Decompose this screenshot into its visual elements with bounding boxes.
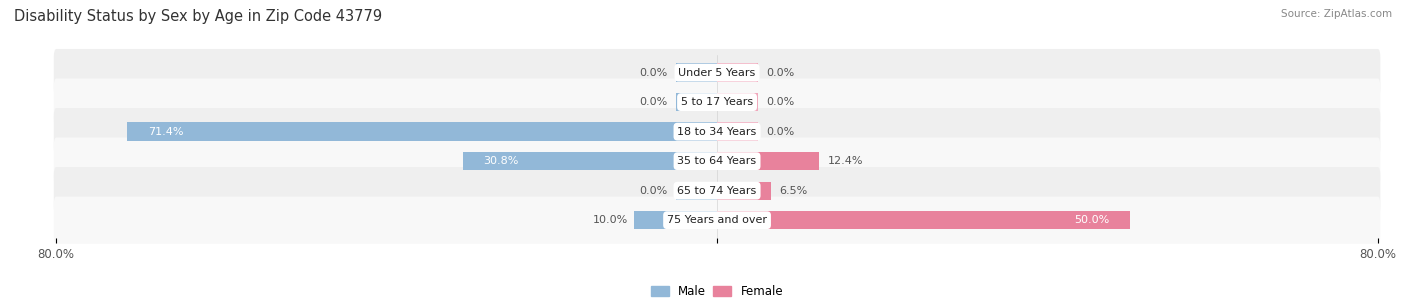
Bar: [676, 93, 717, 111]
FancyBboxPatch shape: [53, 108, 1381, 155]
Bar: [717, 181, 770, 200]
Text: 75 Years and over: 75 Years and over: [666, 215, 768, 225]
Text: 0.0%: 0.0%: [640, 186, 668, 196]
Bar: [676, 63, 717, 82]
Bar: [717, 63, 758, 82]
Text: 65 to 74 Years: 65 to 74 Years: [678, 186, 756, 196]
Text: 0.0%: 0.0%: [640, 68, 668, 77]
FancyBboxPatch shape: [53, 197, 1381, 244]
Text: Under 5 Years: Under 5 Years: [679, 68, 755, 77]
Text: 0.0%: 0.0%: [766, 97, 794, 107]
Text: 18 to 34 Years: 18 to 34 Years: [678, 127, 756, 137]
Bar: [128, 123, 717, 141]
Text: 0.0%: 0.0%: [640, 97, 668, 107]
Text: 30.8%: 30.8%: [484, 156, 519, 166]
Bar: [634, 211, 717, 229]
Text: 0.0%: 0.0%: [766, 68, 794, 77]
Bar: [717, 93, 758, 111]
FancyBboxPatch shape: [53, 78, 1381, 126]
Bar: [717, 123, 758, 141]
Text: 71.4%: 71.4%: [148, 127, 183, 137]
Legend: Male, Female: Male, Female: [648, 282, 786, 302]
Text: 35 to 64 Years: 35 to 64 Years: [678, 156, 756, 166]
Text: 12.4%: 12.4%: [828, 156, 863, 166]
Text: 5 to 17 Years: 5 to 17 Years: [681, 97, 754, 107]
Bar: [676, 181, 717, 200]
FancyBboxPatch shape: [53, 167, 1381, 214]
Bar: [717, 211, 1130, 229]
Text: 6.5%: 6.5%: [779, 186, 807, 196]
Text: Source: ZipAtlas.com: Source: ZipAtlas.com: [1281, 9, 1392, 19]
Text: 50.0%: 50.0%: [1074, 215, 1109, 225]
FancyBboxPatch shape: [53, 49, 1381, 96]
Text: Disability Status by Sex by Age in Zip Code 43779: Disability Status by Sex by Age in Zip C…: [14, 9, 382, 24]
Text: 0.0%: 0.0%: [766, 127, 794, 137]
Bar: [463, 152, 717, 170]
FancyBboxPatch shape: [53, 138, 1381, 185]
Bar: [717, 152, 820, 170]
Text: 10.0%: 10.0%: [592, 215, 628, 225]
